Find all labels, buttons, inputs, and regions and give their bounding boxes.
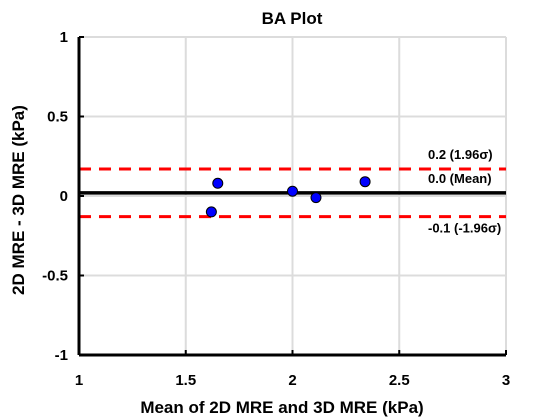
x-tick-label-2: 2 xyxy=(288,372,296,389)
data-point-4 xyxy=(359,176,371,188)
y-tick-label-2: 0 xyxy=(60,188,68,205)
y-tick-label-3: 0.5 xyxy=(47,109,68,126)
x-tick-label-1: 1.5 xyxy=(175,372,196,389)
data-point-2 xyxy=(287,185,298,197)
data-points-layer xyxy=(205,176,371,218)
x-tick-label-3: 2.5 xyxy=(389,372,410,389)
x-tick-label-0: 1 xyxy=(75,372,83,389)
y-tick-label-1: -0.5 xyxy=(42,268,68,285)
data-point-1 xyxy=(212,177,224,189)
chart-title: BA Plot xyxy=(262,9,323,28)
axes-layer xyxy=(77,36,507,357)
y-tick-label-4: 1 xyxy=(60,29,68,46)
x-axis-label: Mean of 2D MRE and 3D MRE (kPa) xyxy=(140,398,423,417)
data-point-0 xyxy=(205,206,217,218)
reference-line-label-1: 0.0 (Mean) xyxy=(428,171,492,186)
data-point-3 xyxy=(310,192,322,204)
y-axis-label: 2D MRE - 3D MRE (kPa) xyxy=(9,105,28,295)
y-tick-label-0: -1 xyxy=(55,347,68,364)
reference-line-label-0: 0.2 (1.96σ) xyxy=(428,147,493,162)
x-tick-label-4: 3 xyxy=(502,372,510,389)
labels-layer: 1 1.5 2 2.5 3 -1 -0.5 0 0.5 1 0.2 (1.96σ) 0.0 (Mean… xyxy=(42,29,510,389)
reference-line-label-2: -0.1 (-1.96σ) xyxy=(428,221,501,236)
